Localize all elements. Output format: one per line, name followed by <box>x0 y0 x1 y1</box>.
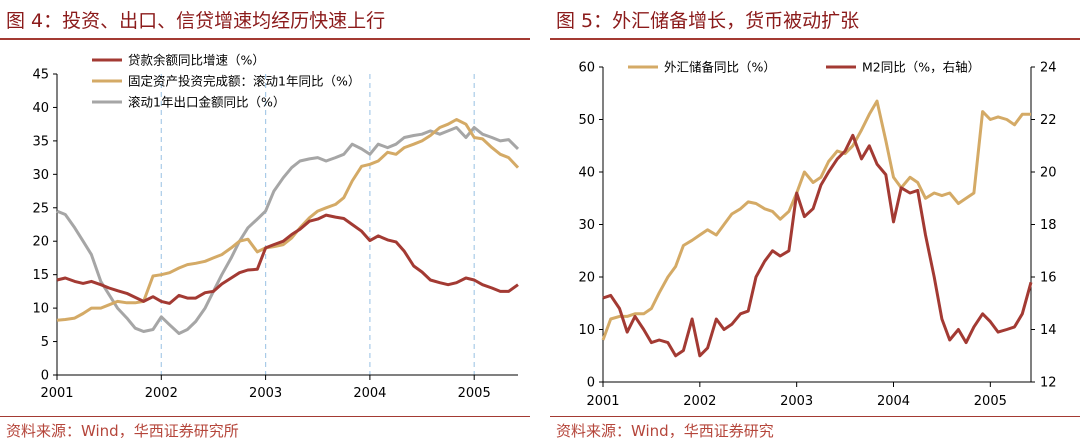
left-y-tick-label: 0 <box>587 376 595 391</box>
figure-4-chart: 0 5 10 15 20 25 30 35 40 45 2001 2002 2003 2004 2005 贷款… <box>32 53 520 401</box>
y-tick-label: 0 <box>41 369 49 384</box>
figure-4-source-rule <box>0 416 530 417</box>
right-y-tick-label: 12 <box>1040 376 1057 391</box>
figure-5-panel: 图 5：外汇储备增长，货币被动扩张 0 10 20 30 40 50 60 12 14 16 18 2… <box>550 0 1080 448</box>
right-y-tick-label: 24 <box>1040 61 1057 76</box>
right-y-tick-label: 18 <box>1040 218 1057 233</box>
left-y-tick-label: 40 <box>578 166 595 181</box>
left-y-tick-label: 50 <box>578 113 595 128</box>
series-line-3 <box>56 126 520 335</box>
left-y-tick-label: 20 <box>578 271 595 286</box>
y-tick-label: 25 <box>32 201 49 216</box>
x-tick-label: 2003 <box>249 386 282 401</box>
legend-label-2: 固定资产投资完成额：滚动1年同比（%） <box>128 74 360 89</box>
x-tick-label: 2005 <box>974 394 1007 409</box>
y-tick-label: 5 <box>41 335 49 350</box>
figure-4-panel: 图 4：投资、出口、信贷增速均经历快速上行 0 5 10 15 20 25 30 35 40 45… <box>0 0 530 448</box>
series-line-2 <box>56 118 520 322</box>
left-y-tick-label: 30 <box>578 218 595 233</box>
left-y-tick-label: 10 <box>578 323 595 338</box>
x-tick-label: 2001 <box>40 386 73 401</box>
series-line-1 <box>56 213 519 305</box>
figure-5-title: 图 5：外汇储备增长，货币被动扩张 <box>556 10 860 32</box>
series-line-1 <box>601 99 1031 341</box>
y-tick-label: 35 <box>32 134 49 149</box>
x-tick-label: 2001 <box>586 394 619 409</box>
right-y-tick-label: 14 <box>1040 323 1057 338</box>
figure-5-source-rule <box>550 416 1080 417</box>
y-tick-label: 15 <box>32 268 49 283</box>
x-tick-label: 2002 <box>145 386 178 401</box>
right-y-tick-label: 22 <box>1040 113 1057 128</box>
right-y-tick-label: 20 <box>1040 166 1057 181</box>
legend-label-3: 滚动1年出口金额同比（%） <box>128 95 285 110</box>
legend-label-1: 贷款余额同比增速（%） <box>128 53 265 68</box>
x-tick-label: 2004 <box>877 394 910 409</box>
legend-label-2: M2同比（%，右轴） <box>862 60 980 75</box>
left-y-tick-label: 60 <box>578 61 595 76</box>
figure-4-title: 图 4：投资、出口、信贷增速均经历快速上行 <box>6 10 386 32</box>
figure-5-source: 资料来源：Wind，华西证券研究 <box>556 422 774 440</box>
figure-5-chart: 0 10 20 30 40 50 60 12 14 16 18 20 22 24 2001 2002 2003 2… <box>578 60 1057 410</box>
series-line-2 <box>602 133 1033 358</box>
y-tick-label: 10 <box>32 302 49 317</box>
x-tick-label: 2003 <box>780 394 813 409</box>
y-tick-label: 20 <box>32 235 49 250</box>
y-tick-label: 40 <box>32 101 49 116</box>
figure-5-title-rule <box>550 38 1080 40</box>
x-tick-label: 2002 <box>683 394 716 409</box>
legend-label-1: 外汇储备同比（%） <box>664 60 776 75</box>
figure-4-title-rule <box>0 38 530 40</box>
right-y-tick-label: 16 <box>1040 271 1057 286</box>
y-tick-label: 45 <box>32 68 49 83</box>
x-tick-label: 2004 <box>353 386 386 401</box>
y-tick-label: 30 <box>32 168 49 183</box>
x-tick-label: 2005 <box>458 386 491 401</box>
figure-4-source: 资料来源：Wind，华西证券研究所 <box>6 422 239 440</box>
